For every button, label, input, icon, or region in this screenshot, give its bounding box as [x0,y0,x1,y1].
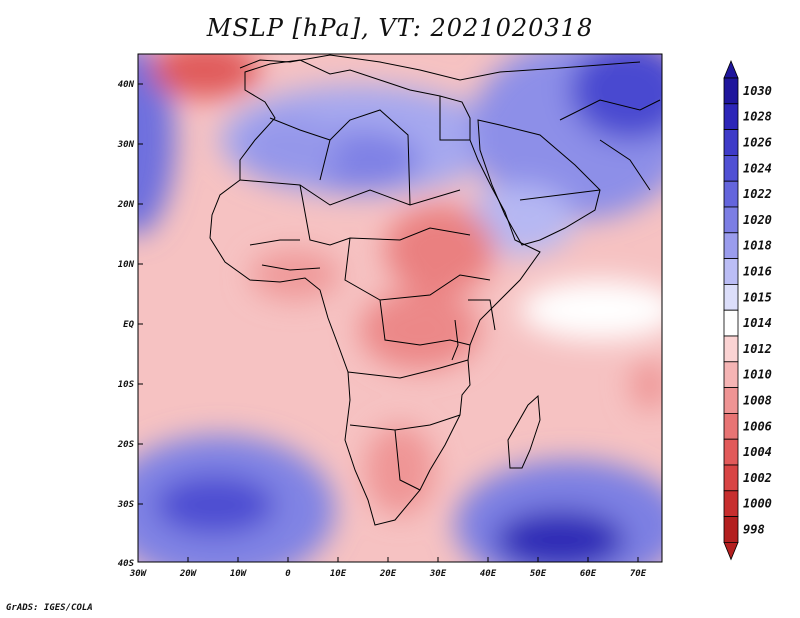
colorbar-swatch [723,490,739,517]
tick-marks [137,83,639,563]
colorbar: 1030 1028 1026 1024 1022 1020 1018 1016 1015 1014… [723,59,772,561]
colorbar-label: 1018 [743,239,772,253]
lon-label: 0 [285,569,291,579]
lat-label: 40N [118,80,135,90]
colorbar-swatch [723,412,739,440]
lat-label: 30S [117,500,135,510]
lon-label: 60E [580,569,597,579]
colorbar-label: 1015 [743,290,772,304]
colorbar-arrow-bottom [723,542,739,561]
colorbar-swatch [723,129,739,156]
colorbar-swatch [723,387,739,414]
colorbar-swatch [723,464,739,492]
colorbar-swatch [723,77,739,105]
colorbar-label: 1020 [743,213,772,227]
colorbar-label: 1002 [743,471,772,485]
colorbar-swatch [723,516,739,543]
pressure-field [138,54,662,562]
colorbar-label: 998 [743,523,765,537]
longitude-labels: 30W 20W 10W 0 10E 20E 30E 40E 50E 60E 70… [129,569,647,579]
colorbar-label: 1010 [743,368,772,382]
lat-label: 10S [118,380,135,390]
colorbar-label: 1008 [743,394,772,408]
latitude-labels: 40N 30N 20N 10N EQ 10S 20S 30S 40S [117,80,135,569]
map-title: MSLP [hPa], VT: 2021020318 [206,14,594,42]
colorbar-swatch [723,283,739,311]
colorbar-label: 1012 [743,342,772,356]
map-frame [137,53,663,563]
lon-label: 10E [330,569,347,579]
colorbar-label: 1014 [743,316,772,330]
lat-label: 40S [118,559,135,569]
colorbar-swatch [723,335,739,363]
colorbar-label: 1000 [743,497,772,511]
lon-label: 30W [129,569,148,579]
colorbar-label: 1022 [743,187,772,201]
colorbar-swatch [723,154,739,182]
colorbar-swatch [723,258,739,285]
colorbar-label: 1026 [743,136,772,150]
colorbar-label: 1028 [743,110,772,124]
footer-credit: GrADS: IGES/COLA [6,603,93,613]
lon-label: 40E [480,569,497,579]
lon-label: 10W [230,569,248,579]
colorbar-swatch [723,309,739,337]
lon-label: 30E [429,569,447,579]
lat-label: EQ [123,320,134,330]
lat-label: 30N [117,140,135,150]
lat-label: 20S [117,440,135,450]
colorbar-swatch [723,206,739,234]
colorbar-swatch [723,361,739,388]
colorbar-label: 1016 [743,265,772,279]
lon-label: 70E [630,569,647,579]
colorbar-label: 1030 [743,84,772,98]
colorbar-arrow-top [723,59,739,79]
colorbar-swatch [723,438,739,466]
lat-label: 10N [118,260,135,270]
colorbar-swatch [723,180,739,208]
lon-label: 20E [379,569,397,579]
lat-label: 20N [117,200,135,210]
colorbar-swatch [723,232,739,260]
colorbar-label: 1024 [743,161,772,175]
colorbar-label: 1006 [743,419,772,433]
coastlines [209,54,661,526]
lon-label: 50E [530,569,547,579]
lon-label: 20W [179,569,198,579]
colorbar-swatch [723,103,739,131]
colorbar-label: 1004 [743,445,772,459]
